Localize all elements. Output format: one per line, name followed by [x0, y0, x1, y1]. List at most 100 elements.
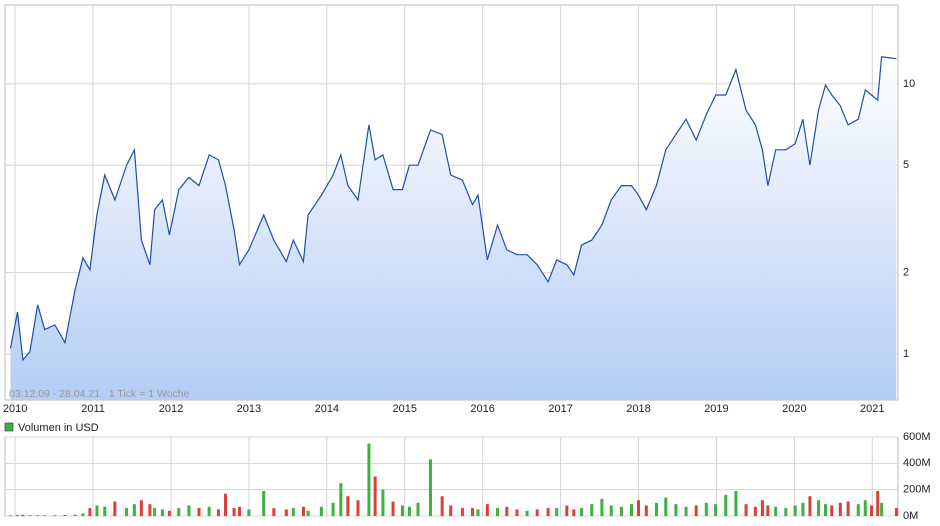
- volume-bar: [217, 509, 221, 516]
- x-tick-label: 2010: [3, 403, 27, 415]
- volume-bar: [73, 514, 77, 516]
- volume-bar: [81, 513, 85, 516]
- volume-bar: [36, 515, 40, 516]
- volume-bar: [846, 501, 850, 516]
- x-tick-label: 2017: [548, 403, 572, 415]
- area: [10, 56, 897, 401]
- volume-bar: [572, 509, 576, 516]
- volume-bar: [580, 508, 584, 516]
- y-tick-label: 10: [903, 78, 915, 90]
- x-tick-label: 2018: [626, 403, 650, 415]
- y-tick-label: 400M: [903, 457, 931, 469]
- volume-bar: [400, 505, 404, 516]
- y-tick-label: 0M: [903, 510, 918, 522]
- volume-bar: [132, 504, 136, 516]
- volume-bar: [546, 508, 550, 516]
- volume-bar: [838, 502, 842, 516]
- y-tick-label: 5: [903, 159, 909, 171]
- volume-bar: [232, 508, 236, 516]
- volume-bar: [391, 501, 395, 516]
- volume-bar: [471, 508, 475, 516]
- volume-bar: [760, 500, 764, 516]
- volume-bar: [177, 508, 181, 516]
- volume-bar: [525, 510, 529, 516]
- volume-bar: [619, 506, 623, 516]
- price-line: [9, 56, 897, 362]
- volume-bar: [125, 508, 129, 516]
- volume-bar: [460, 508, 464, 516]
- volume-bar: [766, 505, 770, 516]
- volume-bar: [590, 504, 594, 516]
- volume-bar: [88, 508, 92, 516]
- x-tick-label: 2012: [159, 403, 183, 415]
- volume-bar: [373, 476, 377, 516]
- volume-bar: [95, 505, 99, 516]
- volume-bar: [830, 505, 834, 516]
- volume-bar: [367, 443, 371, 516]
- volume-bar: [301, 506, 305, 516]
- volume-bar: [416, 502, 420, 516]
- volume-bar: [43, 515, 47, 516]
- volume-bar: [247, 509, 251, 516]
- volume-bar: [381, 489, 385, 516]
- volume-bar: [684, 506, 688, 516]
- y-tick-label: 600M: [903, 431, 931, 443]
- volume-bar: [654, 502, 658, 516]
- volume-bar: [894, 508, 898, 516]
- volume-bar: [535, 509, 539, 516]
- volume-bar: [495, 508, 499, 516]
- volume-bar: [356, 500, 360, 516]
- volume-bar: [600, 498, 604, 516]
- annotation: 03.12.09 - 28.04.21 1 Tick = 1 Woche: [9, 388, 190, 400]
- volume-bar: [103, 506, 107, 516]
- volume-bar: [714, 504, 718, 516]
- volume-bar: [824, 504, 828, 516]
- volume-bar: [291, 508, 295, 516]
- volume-bar: [167, 510, 171, 516]
- volume-bar: [148, 504, 152, 516]
- volume-bar: [449, 505, 453, 516]
- volume-bar: [197, 508, 201, 516]
- volume-bar: [63, 514, 67, 516]
- x-tick-label: 2016: [470, 403, 494, 415]
- volume-bar: [339, 483, 343, 516]
- volume-bar: [272, 508, 276, 516]
- x-tick-label: 2013: [237, 403, 261, 415]
- volume-bar: [262, 490, 266, 516]
- labels: 2010 2011 2012 2013 2014 2015 2016 2017 2018 2019…: [3, 78, 931, 522]
- volume-bar: [53, 515, 57, 516]
- volume-bar: [753, 506, 757, 516]
- volume-bar: [863, 500, 867, 516]
- volume-bar: [870, 505, 874, 516]
- volume-bar: [238, 506, 242, 516]
- volume-bar: [704, 502, 708, 516]
- volume-bar: [224, 493, 228, 516]
- volume-bar: [187, 505, 191, 516]
- volume-bar: [744, 504, 748, 516]
- volume-bar: [153, 508, 157, 516]
- volume-bar: [319, 506, 323, 516]
- x-tick-label: 2021: [860, 403, 884, 415]
- legend-swatch: [4, 422, 14, 432]
- x-tick-label: 2020: [782, 403, 806, 415]
- volume-bar: [644, 505, 648, 516]
- volume-bar: [15, 514, 19, 516]
- volume-bar: [346, 496, 350, 516]
- volume-bar: [609, 505, 613, 516]
- volume-bar: [160, 509, 164, 516]
- y-tick-label: 1: [903, 348, 909, 360]
- volume-bar: [674, 504, 678, 516]
- volume-bar: [784, 508, 788, 516]
- volume-bar: [515, 509, 519, 516]
- x-tick-label: 2015: [393, 403, 417, 415]
- volume-bar: [505, 506, 509, 516]
- volume-bar: [817, 500, 821, 516]
- volume-bar: [407, 506, 411, 516]
- marks: [8, 56, 898, 516]
- y-tick-label: 2: [903, 267, 909, 279]
- volume-bar: [207, 506, 211, 516]
- volume-bar: [306, 510, 310, 516]
- volume-bar: [485, 504, 489, 516]
- volume-bar: [664, 497, 668, 516]
